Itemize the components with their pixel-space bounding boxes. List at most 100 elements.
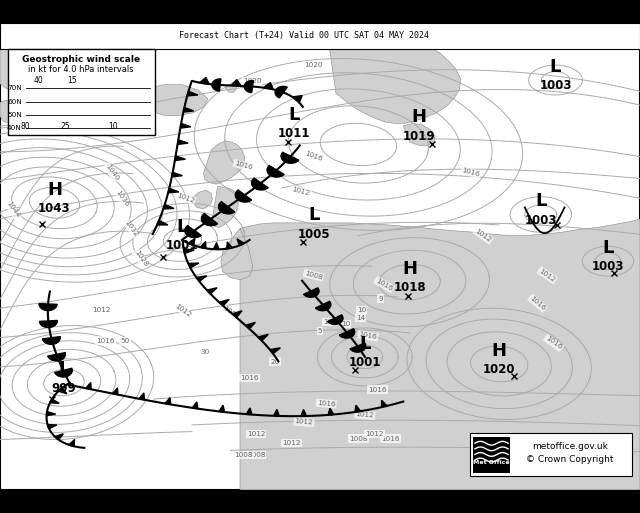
Polygon shape bbox=[221, 228, 253, 280]
Text: 1016: 1016 bbox=[461, 167, 480, 178]
Polygon shape bbox=[40, 321, 57, 327]
Polygon shape bbox=[185, 226, 202, 238]
Polygon shape bbox=[42, 337, 60, 344]
Polygon shape bbox=[183, 107, 194, 112]
Text: Met Office: Met Office bbox=[473, 460, 510, 465]
Polygon shape bbox=[168, 188, 179, 193]
Text: 1012: 1012 bbox=[173, 303, 192, 318]
Polygon shape bbox=[231, 80, 241, 86]
Polygon shape bbox=[48, 352, 65, 361]
Bar bbox=[473, 437, 510, 473]
Polygon shape bbox=[240, 219, 640, 490]
Polygon shape bbox=[0, 24, 70, 98]
Text: 1003: 1003 bbox=[592, 260, 624, 273]
Polygon shape bbox=[292, 95, 302, 102]
Polygon shape bbox=[218, 202, 235, 214]
Polygon shape bbox=[204, 141, 244, 184]
Text: 1008: 1008 bbox=[234, 452, 252, 458]
Polygon shape bbox=[355, 405, 360, 412]
Text: 25: 25 bbox=[60, 122, 70, 131]
Polygon shape bbox=[188, 91, 198, 96]
Text: 10: 10 bbox=[323, 319, 332, 325]
Text: 1028: 1028 bbox=[133, 249, 148, 268]
Text: 1003: 1003 bbox=[525, 213, 557, 227]
Polygon shape bbox=[252, 178, 268, 190]
Text: H: H bbox=[412, 108, 427, 126]
Polygon shape bbox=[328, 315, 343, 324]
Bar bbox=[8, 49, 155, 135]
Text: 1012: 1012 bbox=[92, 307, 110, 313]
Polygon shape bbox=[212, 79, 221, 91]
Text: 9: 9 bbox=[378, 295, 383, 302]
Text: 1036: 1036 bbox=[114, 189, 129, 207]
Polygon shape bbox=[202, 213, 218, 226]
Text: 1005: 1005 bbox=[298, 228, 330, 241]
Polygon shape bbox=[196, 276, 207, 282]
Polygon shape bbox=[213, 243, 219, 249]
Text: 1032: 1032 bbox=[124, 219, 139, 238]
Polygon shape bbox=[207, 288, 217, 294]
Text: 20: 20 bbox=[271, 359, 280, 365]
Polygon shape bbox=[232, 311, 242, 318]
Polygon shape bbox=[244, 81, 253, 92]
Text: 1020: 1020 bbox=[305, 62, 323, 68]
Polygon shape bbox=[172, 172, 182, 177]
Polygon shape bbox=[237, 239, 244, 246]
Text: 1008: 1008 bbox=[349, 436, 367, 442]
Polygon shape bbox=[163, 205, 174, 209]
Text: L: L bbox=[289, 106, 300, 124]
Text: 80: 80 bbox=[20, 122, 31, 131]
Text: 1012: 1012 bbox=[176, 192, 195, 204]
Text: 1016: 1016 bbox=[234, 160, 253, 171]
Polygon shape bbox=[47, 411, 56, 416]
Polygon shape bbox=[264, 83, 273, 89]
Polygon shape bbox=[192, 402, 198, 409]
Text: 15: 15 bbox=[67, 76, 77, 85]
Text: 5: 5 bbox=[317, 328, 323, 334]
Polygon shape bbox=[212, 187, 238, 228]
Text: in kt for 4.0 hPa intervals: in kt for 4.0 hPa intervals bbox=[28, 65, 134, 74]
Text: 1012: 1012 bbox=[538, 267, 557, 283]
Text: 50: 50 bbox=[120, 339, 129, 344]
Text: 1001: 1001 bbox=[166, 239, 198, 252]
Polygon shape bbox=[350, 343, 365, 352]
Text: 1016: 1016 bbox=[97, 338, 115, 344]
Text: L: L bbox=[58, 361, 70, 379]
Polygon shape bbox=[339, 329, 355, 338]
Polygon shape bbox=[188, 239, 195, 245]
Polygon shape bbox=[54, 434, 63, 440]
Text: L: L bbox=[308, 206, 319, 224]
Text: 1043: 1043 bbox=[38, 202, 70, 215]
Polygon shape bbox=[219, 405, 225, 412]
Text: 1003: 1003 bbox=[540, 79, 572, 92]
Text: 1016: 1016 bbox=[317, 400, 336, 407]
Text: 999: 999 bbox=[52, 382, 76, 394]
Text: 1012: 1012 bbox=[291, 186, 310, 196]
Text: L: L bbox=[602, 239, 614, 257]
Text: 1020: 1020 bbox=[244, 78, 262, 85]
Text: 1012: 1012 bbox=[355, 411, 374, 419]
Polygon shape bbox=[316, 301, 331, 311]
Text: 40: 40 bbox=[33, 76, 44, 85]
Polygon shape bbox=[301, 409, 307, 416]
Text: 1016: 1016 bbox=[241, 375, 259, 381]
Text: 1008: 1008 bbox=[247, 452, 265, 458]
Text: 30: 30 bbox=[200, 349, 209, 355]
Text: 1008: 1008 bbox=[221, 305, 240, 320]
Polygon shape bbox=[236, 190, 252, 202]
Text: 1016: 1016 bbox=[304, 150, 323, 162]
Text: H: H bbox=[492, 342, 507, 360]
Text: 1016: 1016 bbox=[529, 295, 547, 311]
Text: 1016: 1016 bbox=[374, 278, 394, 292]
Text: Forecast Chart (T+24) Valid 00 UTC SAT 04 MAY 2024: Forecast Chart (T+24) Valid 00 UTC SAT 0… bbox=[179, 31, 429, 41]
Bar bbox=[0, 23, 640, 49]
Text: 1016: 1016 bbox=[369, 387, 387, 392]
Polygon shape bbox=[58, 388, 67, 394]
Polygon shape bbox=[227, 242, 232, 249]
Polygon shape bbox=[177, 140, 188, 145]
Text: 1044: 1044 bbox=[5, 201, 20, 219]
Polygon shape bbox=[55, 368, 72, 377]
Polygon shape bbox=[50, 399, 60, 403]
Text: 70N: 70N bbox=[7, 86, 22, 91]
Polygon shape bbox=[113, 388, 118, 394]
